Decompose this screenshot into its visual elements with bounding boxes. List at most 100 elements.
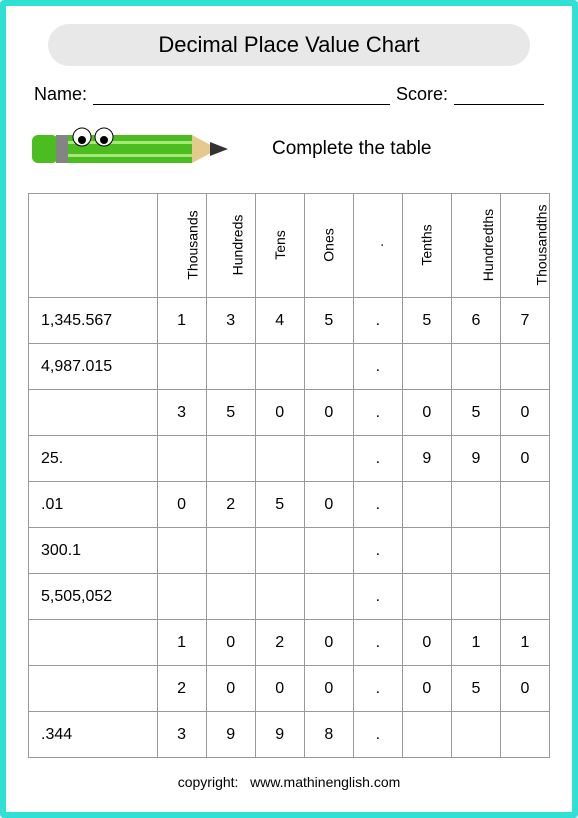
value-cell[interactable]: 0 bbox=[500, 390, 549, 436]
value-cell[interactable]: 5 bbox=[402, 298, 451, 344]
value-cell[interactable] bbox=[255, 528, 304, 574]
value-cell[interactable]: . bbox=[353, 344, 402, 390]
header-hundreds: Hundreds bbox=[206, 194, 255, 298]
value-cell[interactable]: 1 bbox=[157, 298, 206, 344]
value-cell[interactable]: 1 bbox=[500, 620, 549, 666]
value-cell[interactable]: 1 bbox=[157, 620, 206, 666]
value-cell[interactable] bbox=[304, 344, 353, 390]
number-cell[interactable]: 25. bbox=[29, 436, 158, 482]
value-cell[interactable] bbox=[304, 574, 353, 620]
value-cell[interactable] bbox=[255, 574, 304, 620]
value-cell[interactable] bbox=[157, 344, 206, 390]
value-cell[interactable] bbox=[255, 344, 304, 390]
number-cell[interactable]: 300.1 bbox=[29, 528, 158, 574]
value-cell[interactable] bbox=[500, 574, 549, 620]
value-cell[interactable]: . bbox=[353, 390, 402, 436]
value-cell[interactable] bbox=[402, 574, 451, 620]
value-cell[interactable]: 0 bbox=[500, 436, 549, 482]
value-cell[interactable]: 0 bbox=[206, 666, 255, 712]
value-cell[interactable]: 5 bbox=[304, 298, 353, 344]
value-cell[interactable]: 0 bbox=[402, 390, 451, 436]
number-cell[interactable] bbox=[29, 390, 158, 436]
table-row: .3443998. bbox=[29, 712, 550, 758]
value-cell[interactable]: . bbox=[353, 712, 402, 758]
value-cell[interactable]: 3 bbox=[157, 390, 206, 436]
value-cell[interactable]: . bbox=[353, 620, 402, 666]
value-cell[interactable] bbox=[304, 528, 353, 574]
value-cell[interactable]: 2 bbox=[255, 620, 304, 666]
value-cell[interactable] bbox=[206, 344, 255, 390]
value-cell[interactable]: . bbox=[353, 436, 402, 482]
value-cell[interactable]: 0 bbox=[402, 666, 451, 712]
value-cell[interactable]: 9 bbox=[255, 712, 304, 758]
number-cell[interactable]: .344 bbox=[29, 712, 158, 758]
value-cell[interactable]: 1 bbox=[451, 620, 500, 666]
name-input-line[interactable] bbox=[93, 87, 390, 105]
number-cell[interactable] bbox=[29, 666, 158, 712]
value-cell[interactable]: 5 bbox=[451, 390, 500, 436]
value-cell[interactable] bbox=[500, 528, 549, 574]
value-cell[interactable]: 0 bbox=[255, 666, 304, 712]
header-thousandths: Thousandths bbox=[500, 194, 549, 298]
number-cell[interactable]: .01 bbox=[29, 482, 158, 528]
value-cell[interactable] bbox=[304, 436, 353, 482]
value-cell[interactable] bbox=[157, 528, 206, 574]
header-number bbox=[29, 194, 158, 298]
value-cell[interactable] bbox=[500, 482, 549, 528]
value-cell[interactable]: 9 bbox=[402, 436, 451, 482]
value-cell[interactable]: 0 bbox=[304, 620, 353, 666]
value-cell[interactable] bbox=[451, 528, 500, 574]
value-cell[interactable]: 0 bbox=[402, 620, 451, 666]
value-cell[interactable]: 3 bbox=[206, 298, 255, 344]
number-cell[interactable]: 4,987.015 bbox=[29, 344, 158, 390]
value-cell[interactable]: 4 bbox=[255, 298, 304, 344]
value-cell[interactable] bbox=[206, 528, 255, 574]
value-cell[interactable]: . bbox=[353, 528, 402, 574]
value-cell[interactable]: 0 bbox=[255, 390, 304, 436]
value-cell[interactable] bbox=[500, 344, 549, 390]
score-input-line[interactable] bbox=[454, 87, 544, 105]
table-row: 300.1. bbox=[29, 528, 550, 574]
value-cell[interactable]: 2 bbox=[206, 482, 255, 528]
value-cell[interactable] bbox=[402, 712, 451, 758]
value-cell[interactable] bbox=[206, 436, 255, 482]
value-cell[interactable]: 0 bbox=[304, 666, 353, 712]
value-cell[interactable]: . bbox=[353, 574, 402, 620]
value-cell[interactable]: 0 bbox=[157, 482, 206, 528]
value-cell[interactable] bbox=[451, 482, 500, 528]
value-cell[interactable] bbox=[500, 712, 549, 758]
value-cell[interactable]: 8 bbox=[304, 712, 353, 758]
value-cell[interactable] bbox=[157, 574, 206, 620]
value-cell[interactable] bbox=[402, 344, 451, 390]
table-row: 1020.011 bbox=[29, 620, 550, 666]
value-cell[interactable] bbox=[206, 574, 255, 620]
value-cell[interactable]: . bbox=[353, 298, 402, 344]
value-cell[interactable]: 2 bbox=[157, 666, 206, 712]
value-cell[interactable] bbox=[451, 712, 500, 758]
value-cell[interactable]: 7 bbox=[500, 298, 549, 344]
value-cell[interactable]: 0 bbox=[304, 390, 353, 436]
value-cell[interactable]: 9 bbox=[451, 436, 500, 482]
value-cell[interactable]: 6 bbox=[451, 298, 500, 344]
value-cell[interactable] bbox=[402, 482, 451, 528]
number-cell[interactable]: 5,505,052 bbox=[29, 574, 158, 620]
value-cell[interactable]: 0 bbox=[206, 620, 255, 666]
value-cell[interactable]: 3 bbox=[157, 712, 206, 758]
value-cell[interactable]: 9 bbox=[206, 712, 255, 758]
value-cell[interactable] bbox=[451, 574, 500, 620]
value-cell[interactable] bbox=[451, 344, 500, 390]
value-cell[interactable]: 0 bbox=[500, 666, 549, 712]
number-cell[interactable]: 1,345.567 bbox=[29, 298, 158, 344]
value-cell[interactable] bbox=[402, 528, 451, 574]
number-cell[interactable] bbox=[29, 620, 158, 666]
value-cell[interactable]: . bbox=[353, 482, 402, 528]
value-cell[interactable]: 5 bbox=[255, 482, 304, 528]
value-cell[interactable]: 0 bbox=[304, 482, 353, 528]
place-value-table: Thousands Hundreds Tens Ones . Tenths Hu… bbox=[28, 193, 550, 758]
value-cell[interactable]: 5 bbox=[206, 390, 255, 436]
value-cell[interactable]: . bbox=[353, 666, 402, 712]
value-cell[interactable] bbox=[255, 436, 304, 482]
value-cell[interactable] bbox=[157, 436, 206, 482]
value-cell[interactable]: 5 bbox=[451, 666, 500, 712]
header-ones: Ones bbox=[304, 194, 353, 298]
